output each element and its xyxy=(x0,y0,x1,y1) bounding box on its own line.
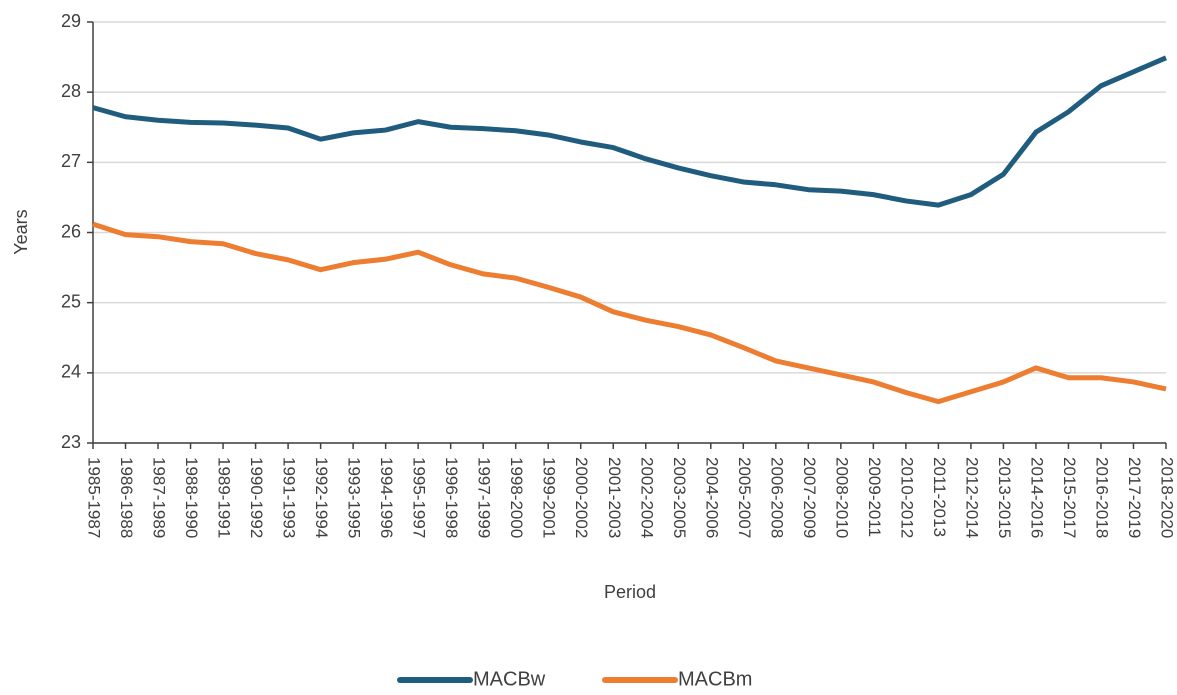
x-tick-label: 2009-2011 xyxy=(865,457,884,537)
x-tick-label: 2002-2004 xyxy=(637,457,656,538)
x-tick-label: 1999-2001 xyxy=(540,457,559,538)
x-tick-label: 2018-2020 xyxy=(1158,457,1177,538)
y-axis-title: Years xyxy=(11,209,31,254)
x-tick-label: 2001-2003 xyxy=(605,457,624,538)
x-tick-label: 2014-2016 xyxy=(1027,457,1046,538)
y-tick-label: 29 xyxy=(61,11,81,31)
x-tick-label: 1995-1997 xyxy=(410,457,429,538)
y-tick-label: 25 xyxy=(61,291,81,311)
x-tick-label: 1996-1998 xyxy=(442,457,461,538)
x-tick-label: 1986-1988 xyxy=(117,457,136,538)
y-tick-label: 24 xyxy=(61,362,81,382)
x-tick-label: 2012-2014 xyxy=(962,457,981,538)
x-tick-label: 2003-2005 xyxy=(670,457,689,538)
series-line xyxy=(92,221,1167,405)
x-axis-title: Period xyxy=(604,582,656,602)
x-tick-label: 1998-2000 xyxy=(507,457,526,538)
x-tick-label: 2008-2010 xyxy=(832,457,851,538)
x-tick-label: 1993-1995 xyxy=(345,457,364,538)
x-tick-label: 2015-2017 xyxy=(1060,457,1079,538)
x-tick-label: 2017-2019 xyxy=(1125,457,1144,538)
series-line xyxy=(92,55,1167,208)
legend-label: MACBw xyxy=(473,668,546,690)
x-tick-label: 2010-2012 xyxy=(897,457,916,538)
x-tick-label: 2013-2015 xyxy=(995,457,1014,538)
y-tick-label: 23 xyxy=(61,432,81,452)
y-tick-label: 28 xyxy=(61,81,81,101)
x-tick-label: 2007-2009 xyxy=(800,457,819,538)
x-tick-label: 2000-2002 xyxy=(572,457,591,538)
x-tick-label: 1997-1999 xyxy=(475,457,494,538)
x-tick-label: 2011-2013 xyxy=(930,457,949,537)
y-tick-label: 26 xyxy=(61,221,81,241)
x-tick-label: 1988-1990 xyxy=(182,457,201,538)
x-tick-label: 2016-2018 xyxy=(1092,457,1111,538)
x-tick-label: 1991-1993 xyxy=(280,457,299,538)
y-tick-label: 27 xyxy=(61,151,81,171)
x-tick-label: 1989-1991 xyxy=(215,457,234,538)
x-tick-label: 2005-2007 xyxy=(735,457,754,538)
x-tick-label: 1987-1989 xyxy=(150,457,169,538)
x-tick-label: 2006-2008 xyxy=(767,457,786,538)
x-tick-label: 1992-1994 xyxy=(312,457,331,538)
legend-label: MACBm xyxy=(678,668,752,690)
x-tick-label: 1985-1987 xyxy=(85,457,104,538)
x-tick-label: 2004-2006 xyxy=(702,457,721,538)
x-tick-label: 1994-1996 xyxy=(377,457,396,538)
x-tick-label: 1990-1992 xyxy=(247,457,266,538)
